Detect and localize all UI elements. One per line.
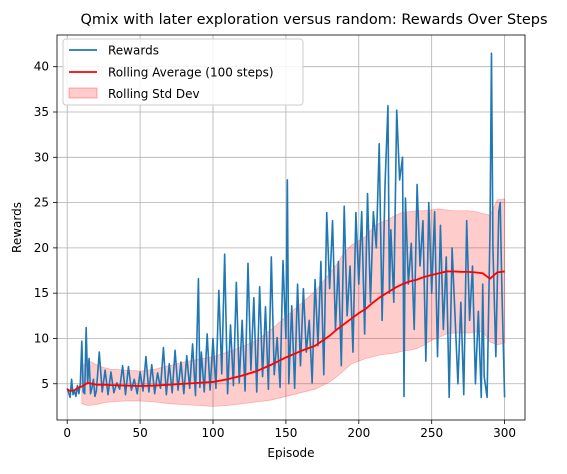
legend-swatch-rolling-std (68, 87, 98, 99)
plot-area-frame (56, 34, 526, 421)
x-tick-label: 300 (493, 426, 516, 440)
x-tick-label: 100 (202, 426, 225, 440)
y-tick-label: 20 (34, 241, 49, 255)
x-tick-label: 200 (347, 426, 370, 440)
y-tick-label: 35 (34, 105, 49, 119)
y-tick-label: 30 (34, 150, 49, 164)
y-tick-label: 40 (34, 60, 49, 74)
x-tick-label: 150 (274, 426, 297, 440)
y-tick-label: 25 (34, 196, 49, 210)
y-tick-label: 15 (34, 286, 49, 300)
series-layer (66, 52, 506, 399)
y-axis-label: Rewards (10, 202, 24, 253)
rolling-average-line (66, 270, 505, 392)
legend-label-rewards: Rewards (108, 44, 159, 58)
legend-box (62, 38, 304, 106)
x-axis-ticks: 0 50 100 150 200 250 300 (63, 420, 516, 440)
y-tick-label: 5 (41, 377, 49, 391)
x-tick-label: 50 (132, 426, 147, 440)
chart-title: Qmix with later exploration versus rando… (80, 12, 547, 28)
rewards-line (66, 52, 506, 399)
y-axis-ticks: 5 10 15 20 25 30 35 40 (34, 60, 57, 391)
x-tick-label: 0 (63, 426, 71, 440)
legend-label-rolling-average: Rolling Average (100 steps) (108, 66, 274, 80)
legend: Rewards Rolling Average (100 steps) Roll… (62, 38, 304, 106)
grid-lines (57, 35, 525, 420)
legend-label-rolling-std: Rolling Std Dev (108, 87, 200, 101)
y-tick-label: 10 (34, 331, 49, 345)
x-tick-label: 250 (420, 426, 443, 440)
x-axis-label: Episode (267, 446, 314, 460)
